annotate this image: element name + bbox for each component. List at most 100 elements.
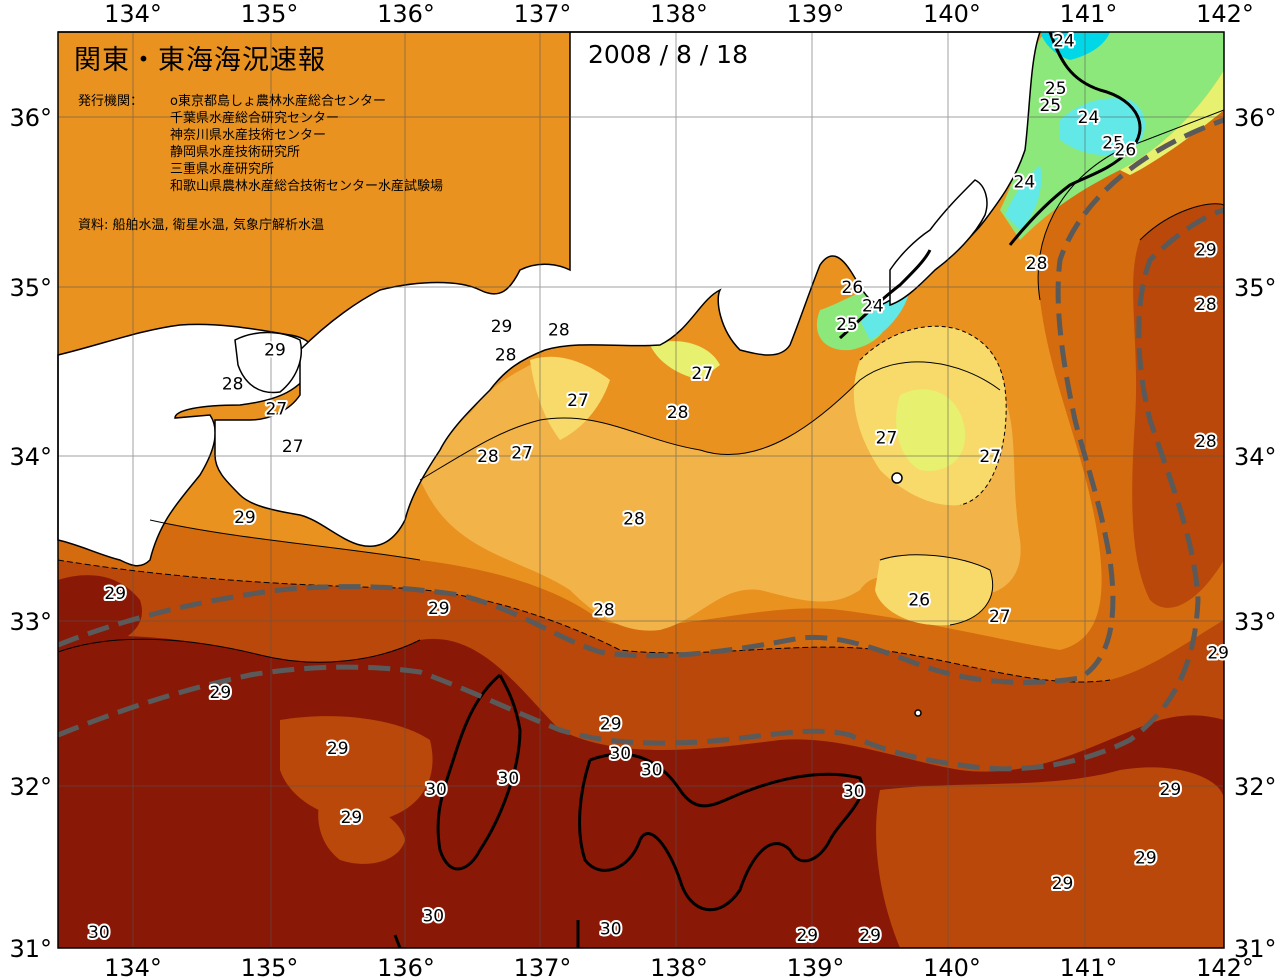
band-29-south-b (876, 767, 1224, 948)
isotherm-label: 28 (1026, 254, 1048, 274)
longitude-label: 138° (650, 954, 708, 980)
isotherm-label: 28 (222, 374, 244, 394)
issuer-item: 和歌山県農林水産総合技術センター水産試験場 (170, 179, 444, 194)
isotherm-label: 29 (264, 341, 286, 361)
isotherm-label: 25 (1039, 96, 1061, 116)
isotherm-label: 30 (425, 780, 447, 800)
longitude-label: 141° (1060, 954, 1118, 980)
isotherm-label: 24 (1078, 108, 1100, 128)
isotherm-label: 27 (567, 391, 589, 411)
isotherm-label: 29 (1207, 643, 1229, 663)
isotherm-30-d (393, 934, 402, 948)
latitude-label: 32° (9, 773, 52, 801)
land-awaji (234, 331, 302, 394)
latitude-label: 32° (1234, 773, 1277, 801)
longitude-label: 136° (377, 954, 435, 980)
band-26-north (1120, 70, 1224, 175)
issuer-item: 神奈川県水産技術センター (170, 128, 327, 143)
isotherm-label: 27 (266, 400, 288, 420)
band-30-west (58, 575, 142, 652)
band-27-coast (420, 360, 560, 501)
longitude-label: 142° (1196, 0, 1254, 28)
isotherm-label: 28 (477, 447, 499, 467)
isotherm-label: 30 (422, 907, 444, 927)
isotherm-label: 27 (989, 607, 1011, 627)
isotherm-label: 25 (1102, 134, 1124, 154)
longitude-labels-bottom: 134° 135° 136° 137° 138° 139° 140° 141° 142° (104, 954, 1254, 980)
issuer-item: o東京都島しょ農林水産総合センター (170, 94, 386, 109)
map-title: 関東・東海海況速報 (74, 45, 326, 76)
isotherm-label: 27 (691, 364, 713, 384)
isotherm-label: 28 (623, 510, 645, 530)
land-hachijo (914, 709, 922, 717)
isotherm-label: 29 (1160, 780, 1182, 800)
longitude-label: 137° (514, 954, 572, 980)
latitude-label: 31° (9, 935, 52, 963)
isotherm-label: 28 (548, 320, 570, 340)
issuer-list: o東京都島しょ農林水産総合センター 千葉県水産総合研究センター 神奈川県水産技術… (170, 93, 443, 195)
longitude-label: 135° (241, 954, 299, 980)
longitude-label: 142° (1196, 954, 1254, 980)
isotherm-label: 26 (842, 278, 864, 298)
latitude-label: 34° (1234, 443, 1277, 471)
isotherm-label: 27 (979, 447, 1001, 467)
longitude-label: 135° (241, 0, 299, 28)
isotherm-label: 29 (210, 683, 232, 703)
data-source: 資料: 船舶水温, 衛星水温, 気象庁解析水温 (78, 218, 325, 233)
longitude-label: 139° (787, 954, 845, 980)
longitude-labels-top: 134° 135° 136° 137° 138° 139° 140° 141° 142° (104, 0, 1254, 28)
isotherm-label: 29 (104, 584, 126, 604)
band-29-south (280, 716, 433, 821)
isotherm-label: 30 (609, 744, 631, 764)
land (57, 31, 1042, 717)
land-miyake (913, 597, 923, 607)
longitude-label: 139° (787, 0, 845, 28)
latitude-label: 36° (9, 104, 52, 132)
kuroshio-axis-south (58, 207, 1224, 772)
isotherm-label: 27 (876, 428, 898, 448)
isotherm-label: 30 (641, 761, 663, 781)
isotherm-label: 24 (1053, 32, 1075, 52)
issuer-item: 静岡県水産技術研究所 (170, 145, 301, 160)
isotherm-label: 29 (859, 926, 881, 946)
latitude-label: 36° (1234, 104, 1277, 132)
isotherm-30-a (436, 673, 522, 871)
longitude-label: 140° (923, 0, 981, 28)
band-24-coast (1005, 165, 1042, 230)
isotherm-label: 30 (88, 923, 110, 943)
isotherms-bold (393, 32, 1142, 948)
isotherm-label: 28 (593, 600, 615, 620)
latitude-label: 31° (1234, 935, 1277, 963)
isotherm-label: 30 (843, 782, 865, 802)
isotherm-label: 29 (234, 508, 256, 528)
isotherm-label: 24 (862, 297, 884, 317)
issuer-block: 発行機関： o東京都島しょ農林水産総合センター 千葉県水産総合研究センター 神奈… (78, 93, 443, 195)
band-29-east (1132, 203, 1224, 608)
isotherm-label: 24 (1014, 173, 1036, 193)
map-date: 2008 / 8 / 18 (588, 40, 748, 69)
longitude-label: 140° (923, 954, 981, 980)
latitude-labels-left: 36° 35° 34° 33° 32° 31° (9, 104, 52, 963)
longitude-label: 138° (650, 0, 708, 28)
isotherm-24-bay (838, 249, 932, 340)
isotherm-label: 30 (600, 920, 622, 940)
isotherm-label: 27 (282, 437, 304, 457)
longitude-label: 141° (1060, 0, 1118, 28)
map-frame (57, 31, 1225, 949)
isotherm-label: 28 (667, 403, 689, 423)
isotherm-label: 28 (1195, 432, 1217, 452)
band-26-d (650, 341, 720, 380)
issuer-label: 発行機関： (78, 94, 144, 109)
isotherm-label: 25 (836, 315, 858, 335)
graticule (58, 32, 1224, 948)
band-26-c (875, 554, 993, 626)
isotherm-label: 29 (1195, 241, 1217, 261)
land-boso (889, 179, 988, 307)
latitude-label: 35° (9, 274, 52, 302)
latitude-labels-right: 36° 35° 34° 33° 32° 31° (1234, 104, 1277, 963)
longitude-label: 136° (377, 0, 435, 28)
latitude-label: 35° (1234, 274, 1277, 302)
issuer-item: 千葉県水産総合研究センター (170, 111, 340, 126)
latitude-label: 34° (9, 443, 52, 471)
